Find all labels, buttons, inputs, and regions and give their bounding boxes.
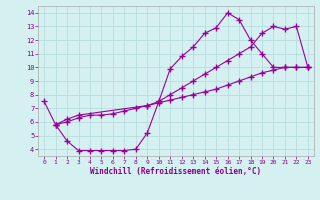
X-axis label: Windchill (Refroidissement éolien,°C): Windchill (Refroidissement éolien,°C) xyxy=(91,167,261,176)
